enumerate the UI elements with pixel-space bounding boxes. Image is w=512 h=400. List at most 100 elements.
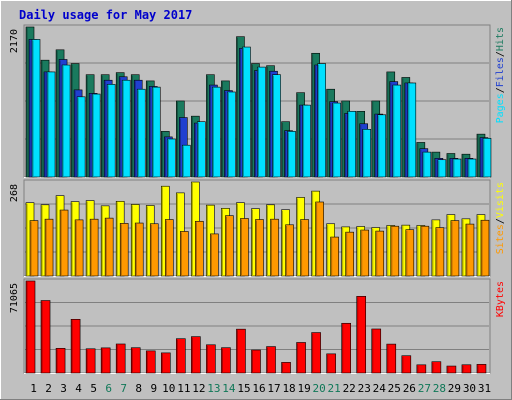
bar-body xyxy=(70,319,81,374)
bar-body xyxy=(151,86,161,178)
bar-body xyxy=(136,88,146,178)
bar-body xyxy=(225,215,234,277)
bar-sites-day-10 xyxy=(164,219,174,277)
bar-sites-day-7 xyxy=(119,223,129,277)
bar-body xyxy=(315,201,324,277)
chart-title: Daily usage for May 2017 xyxy=(19,8,192,22)
bar-body xyxy=(356,296,367,374)
bar-kbytes-day-30 xyxy=(461,364,472,374)
bar-sites-day-27 xyxy=(420,225,430,277)
series-sites xyxy=(29,201,490,277)
bar-body xyxy=(450,220,460,277)
y-max-label: 2170 xyxy=(9,29,20,53)
bar-kbytes-day-26 xyxy=(401,355,412,374)
bar-body xyxy=(29,220,39,277)
bar-body xyxy=(85,348,96,374)
bar-kbytes-day-2 xyxy=(40,300,51,374)
bar-kbytes-day-4 xyxy=(70,319,81,374)
bar-body xyxy=(392,84,402,178)
bar-body xyxy=(435,227,445,277)
bar-pages-day-16 xyxy=(257,66,266,178)
bar-body xyxy=(166,138,176,178)
bar-body xyxy=(46,71,56,178)
bar-body xyxy=(461,364,472,374)
bar-body xyxy=(121,79,131,178)
bar-kbytes-day-25 xyxy=(386,343,397,374)
bar-sites-day-30 xyxy=(465,223,475,277)
bar-kbytes-day-14 xyxy=(221,347,231,374)
bar-body xyxy=(89,218,99,277)
x-tick-label-day-17: 17 xyxy=(267,382,280,395)
bar-body xyxy=(326,353,336,374)
bar-pages-day-8 xyxy=(136,88,146,178)
x-tick-label-day-14: 14 xyxy=(222,382,236,395)
bar-body xyxy=(257,66,266,178)
bar-kbytes-day-23 xyxy=(356,296,367,374)
legend-sites: Sites xyxy=(495,224,506,254)
bar-pages-day-11 xyxy=(182,144,191,178)
bar-pages-day-1 xyxy=(31,39,41,178)
bar-kbytes-day-7 xyxy=(115,343,126,374)
bar-body xyxy=(362,129,372,178)
x-tick-label-day-21: 21 xyxy=(328,382,341,395)
bar-body xyxy=(390,225,400,277)
bar-body xyxy=(371,328,382,374)
bar-pages-day-13 xyxy=(212,86,221,178)
bar-sites-day-11 xyxy=(180,231,189,277)
bar-body xyxy=(386,343,397,374)
bar-body xyxy=(164,219,174,277)
bar-body xyxy=(281,362,291,374)
bar-body xyxy=(191,336,201,374)
bar-body xyxy=(25,280,36,374)
x-tick-label-day-24: 24 xyxy=(373,382,387,395)
x-tick-label-day-4: 4 xyxy=(75,382,82,395)
bar-kbytes-day-1 xyxy=(25,280,36,374)
bar-body xyxy=(31,39,41,178)
bar-kbytes-day-13 xyxy=(206,344,216,374)
x-tick-label-day-18: 18 xyxy=(282,382,295,395)
bar-body xyxy=(302,104,311,178)
bar-sites-day-12 xyxy=(195,220,204,277)
bar-sites-day-5 xyxy=(89,218,99,277)
x-tick-label-day-1: 1 xyxy=(30,382,37,395)
legend-visits-sites: Sites/Visits xyxy=(495,182,506,254)
bar-sites-day-25 xyxy=(390,225,400,277)
bar-pages-day-18 xyxy=(287,131,296,178)
x-tick-label-day-23: 23 xyxy=(358,382,371,395)
bar-pages-day-4 xyxy=(76,96,86,178)
bar-body xyxy=(347,111,356,178)
bar-pages-day-27 xyxy=(422,151,432,178)
bar-body xyxy=(480,219,490,277)
bar-kbytes-day-15 xyxy=(236,328,246,374)
panel-kbytes: 71065 KBytes xyxy=(9,278,506,374)
bar-body xyxy=(467,158,477,178)
bar-body xyxy=(240,218,249,277)
x-tick-label-day-11: 11 xyxy=(177,382,190,395)
bar-sites-day-15 xyxy=(240,218,249,277)
y-max-label: 268 xyxy=(9,184,20,202)
x-tick-label-day-25: 25 xyxy=(388,382,401,395)
bar-body xyxy=(40,300,51,374)
bar-kbytes-day-22 xyxy=(341,322,351,374)
bar-sites-day-8 xyxy=(134,222,144,277)
bar-body xyxy=(180,231,189,277)
bar-kbytes-day-5 xyxy=(85,348,96,374)
x-tick-label-day-5: 5 xyxy=(90,382,97,395)
bar-body xyxy=(431,361,442,374)
bar-pages-day-20 xyxy=(317,63,326,178)
series-kbytes xyxy=(25,280,487,374)
x-tick-label-day-6: 6 xyxy=(105,382,112,395)
bar-pages-day-30 xyxy=(467,158,477,178)
bar-sites-day-21 xyxy=(330,236,339,277)
bar-sites-day-17 xyxy=(270,218,279,277)
x-tick-label-day-12: 12 xyxy=(192,382,205,395)
x-tick-label-day-20: 20 xyxy=(313,382,326,395)
x-tick-label-day-16: 16 xyxy=(252,382,265,395)
bar-sites-day-28 xyxy=(435,227,445,277)
bar-body xyxy=(401,355,412,374)
bar-kbytes-day-9 xyxy=(145,350,156,374)
bar-body xyxy=(416,364,427,374)
x-tick-label-day-19: 19 xyxy=(297,382,310,395)
bar-body xyxy=(311,332,321,374)
